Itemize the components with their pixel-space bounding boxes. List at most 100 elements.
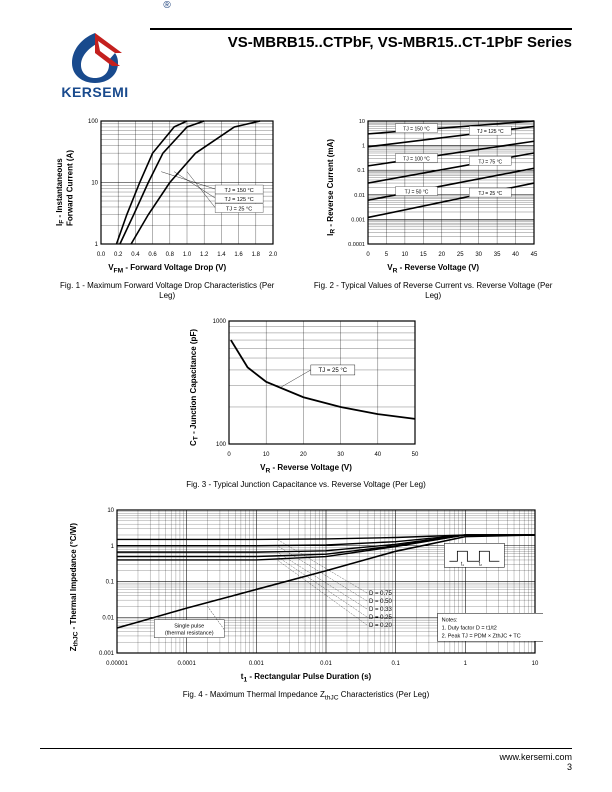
svg-text:0.001: 0.001 [99,651,115,657]
svg-text:1. Duty factor D = t1/t2: 1. Duty factor D = t1/t2 [442,625,497,631]
svg-text:0.4: 0.4 [131,252,140,258]
svg-text:t₁: t₁ [461,561,464,567]
svg-text:TJ = 50 °C: TJ = 50 °C [405,190,429,196]
svg-text:40: 40 [513,252,520,258]
svg-text:1.2: 1.2 [200,252,209,258]
charts-row-3: ZthJC - Thermal Impedance (°C/W) 0.00001… [0,490,612,703]
charts-row-1: IF - InstantaneousForward Current (A) 0.… [0,105,612,301]
svg-text:50: 50 [412,452,419,458]
svg-text:15: 15 [420,252,427,258]
svg-text:5: 5 [385,252,389,258]
svg-text:30: 30 [338,452,345,458]
svg-text:0.0: 0.0 [97,252,106,258]
svg-text:10: 10 [402,252,409,258]
svg-text:30: 30 [476,252,483,258]
svg-text:TJ = 125 °C: TJ = 125 °C [224,197,253,203]
fig2-ylabel: IR - Reverse Current (mA) [326,139,337,236]
svg-text:10: 10 [91,181,98,187]
fig3-block: CT - Junction Capacitance (pF) 0 10 20 30 40… [186,315,426,491]
fig4-block: ZthJC - Thermal Impedance (°C/W) 0.00001… [69,504,544,703]
svg-text:0.01: 0.01 [103,615,115,621]
svg-text:0.00001: 0.00001 [106,661,128,667]
svg-text:1: 1 [95,242,99,248]
footer-page: 3 [567,762,572,772]
svg-text:10: 10 [532,661,539,667]
svg-text:10: 10 [263,452,270,458]
page-title: VS-MBRB15..CTPbF, VS-MBR15..CT-1PbF Seri… [150,34,572,51]
svg-text:20: 20 [300,452,307,458]
svg-text:Single pulse: Single pulse [175,624,205,630]
fig4-chart: 0.00001 0.0001 0.001 0.01 0.1 1 10 0.001 0.01 0.1… [83,504,543,669]
svg-text:35: 35 [494,252,501,258]
page-footer: www.kersemi.com 3 [40,748,572,772]
svg-text:0.8: 0.8 [166,252,175,258]
svg-text:0.1: 0.1 [106,580,115,586]
svg-text:1.0: 1.0 [183,252,192,258]
svg-text:0.001: 0.001 [352,217,366,223]
svg-text:0: 0 [367,252,371,258]
svg-text:D = 0.20: D = 0.20 [369,623,393,629]
svg-text:0.0001: 0.0001 [178,661,197,667]
svg-text:D = 0.50: D = 0.50 [369,599,393,605]
fig2-block: IR - Reverse Current (mA) 0 5 10 15 20 25 30 35… [309,115,557,301]
fig2-caption: Fig. 2 - Typical Values of Reverse Curre… [309,281,557,301]
kersemi-logo-icon [60,31,130,86]
fig4-caption: Fig. 4 - Maximum Thermal Impedance ZthJC… [183,690,430,703]
fig4-ylabel: ZthJC - Thermal Impedance (°C/W) [69,523,80,651]
fig2-chart: 0 5 10 15 20 25 30 35 40 45 0.0001 0.001 0.01 0.1 1 10 T… [340,115,540,260]
brand-name: KERSEMI [61,84,128,100]
svg-text:1: 1 [362,144,365,150]
footer-url: www.kersemi.com [499,752,572,762]
fig1-chart: 0.00.20.40.60.81.01.21.41.61.82.0110100T… [79,115,279,260]
svg-text:2. Peak TJ = PDM × ZthJC + TC: 2. Peak TJ = PDM × ZthJC + TC [442,633,521,639]
logo-block: ® KERSEMI [40,20,150,100]
svg-text:0.001: 0.001 [249,661,265,667]
fig3-xlabel: VR - Reverse Voltage (V) [260,463,352,475]
charts-row-2: CT - Junction Capacitance (pF) 0 10 20 30 40… [0,301,612,491]
svg-text:TJ = 150 °C: TJ = 150 °C [224,188,253,194]
svg-text:TJ = 100 °C: TJ = 100 °C [404,156,431,162]
svg-text:10: 10 [359,119,365,125]
svg-text:0.6: 0.6 [148,252,157,258]
svg-text:1: 1 [464,661,468,667]
svg-text:45: 45 [531,252,538,258]
svg-text:100: 100 [88,119,99,125]
svg-text:TJ = 25 °C: TJ = 25 °C [479,191,503,197]
fig1-block: IF - InstantaneousForward Current (A) 0.… [55,115,279,301]
svg-text:100: 100 [216,442,227,448]
fig3-caption: Fig. 3 - Typical Junction Capacitance vs… [186,480,426,490]
svg-text:D = 0.33: D = 0.33 [369,607,393,613]
svg-text:0.01: 0.01 [355,193,366,199]
svg-text:0.1: 0.1 [392,661,401,667]
svg-text:t₂: t₂ [479,561,482,567]
svg-text:Notes:: Notes: [442,617,458,623]
svg-text:1.8: 1.8 [252,252,261,258]
svg-text:1.4: 1.4 [217,252,226,258]
fig3-chart: 0 10 20 30 40 50 100 1000 TJ = 25 °C [203,315,423,460]
svg-text:40: 40 [375,452,382,458]
svg-text:25: 25 [457,252,464,258]
fig1-caption: Fig. 1 - Maximum Forward Voltage Drop Ch… [55,281,279,301]
svg-text:0.0001: 0.0001 [349,242,366,248]
svg-text:0.2: 0.2 [114,252,123,258]
svg-text:0: 0 [228,452,232,458]
svg-text:TJ = 125 °C: TJ = 125 °C [477,129,504,135]
title-rule [150,28,572,30]
svg-text:1.6: 1.6 [234,252,243,258]
svg-text:TJ = 25 °C: TJ = 25 °C [319,368,348,374]
registered-mark: ® [163,0,170,11]
svg-text:D = 0.75: D = 0.75 [369,591,393,597]
svg-text:D = 0.25: D = 0.25 [369,615,393,621]
svg-text:20: 20 [439,252,446,258]
fig3-ylabel: CT - Junction Capacitance (pF) [189,329,200,446]
svg-text:0.01: 0.01 [320,661,332,667]
svg-text:0.1: 0.1 [358,168,366,174]
fig4-xlabel: t1 - Rectangular Pulse Duration (s) [241,672,371,684]
fig1-xlabel: VFM - Forward Voltage Drop (V) [108,263,226,275]
svg-text:1000: 1000 [213,319,227,325]
svg-text:(thermal resistance): (thermal resistance) [165,631,214,637]
svg-text:1: 1 [111,544,115,550]
svg-text:TJ = 25 °C: TJ = 25 °C [226,207,252,213]
page-header: ® KERSEMI VS-MBRB15..CTPbF, VS-MBR15..CT… [0,0,612,105]
svg-text:TJ = 75 °C: TJ = 75 °C [479,159,503,165]
